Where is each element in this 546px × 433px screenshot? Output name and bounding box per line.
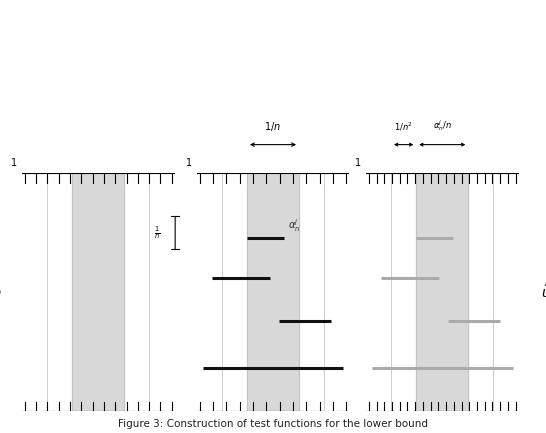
Text: 1: 1 (355, 158, 361, 168)
Text: $u_n$: $u_n$ (0, 285, 3, 300)
Text: $1/n$: $1/n$ (264, 120, 282, 133)
Bar (416, 173, 468, 411)
Text: $\hat{u}_n$: $\hat{u}_n$ (541, 282, 546, 302)
Text: Figure 3: Construction of test functions for the lower bound: Figure 3: Construction of test functions… (118, 419, 428, 429)
Bar (247, 173, 299, 411)
Text: 1: 1 (11, 158, 17, 168)
Text: 1: 1 (186, 158, 192, 168)
Text: $\alpha_n^j$: $\alpha_n^j$ (288, 217, 300, 234)
Bar (72, 173, 124, 411)
Text: $1/n^2$: $1/n^2$ (394, 120, 413, 133)
Text: $\alpha_n^j/n$: $\alpha_n^j/n$ (433, 118, 452, 133)
Text: $\frac{1}{n}$: $\frac{1}{n}$ (153, 224, 160, 241)
